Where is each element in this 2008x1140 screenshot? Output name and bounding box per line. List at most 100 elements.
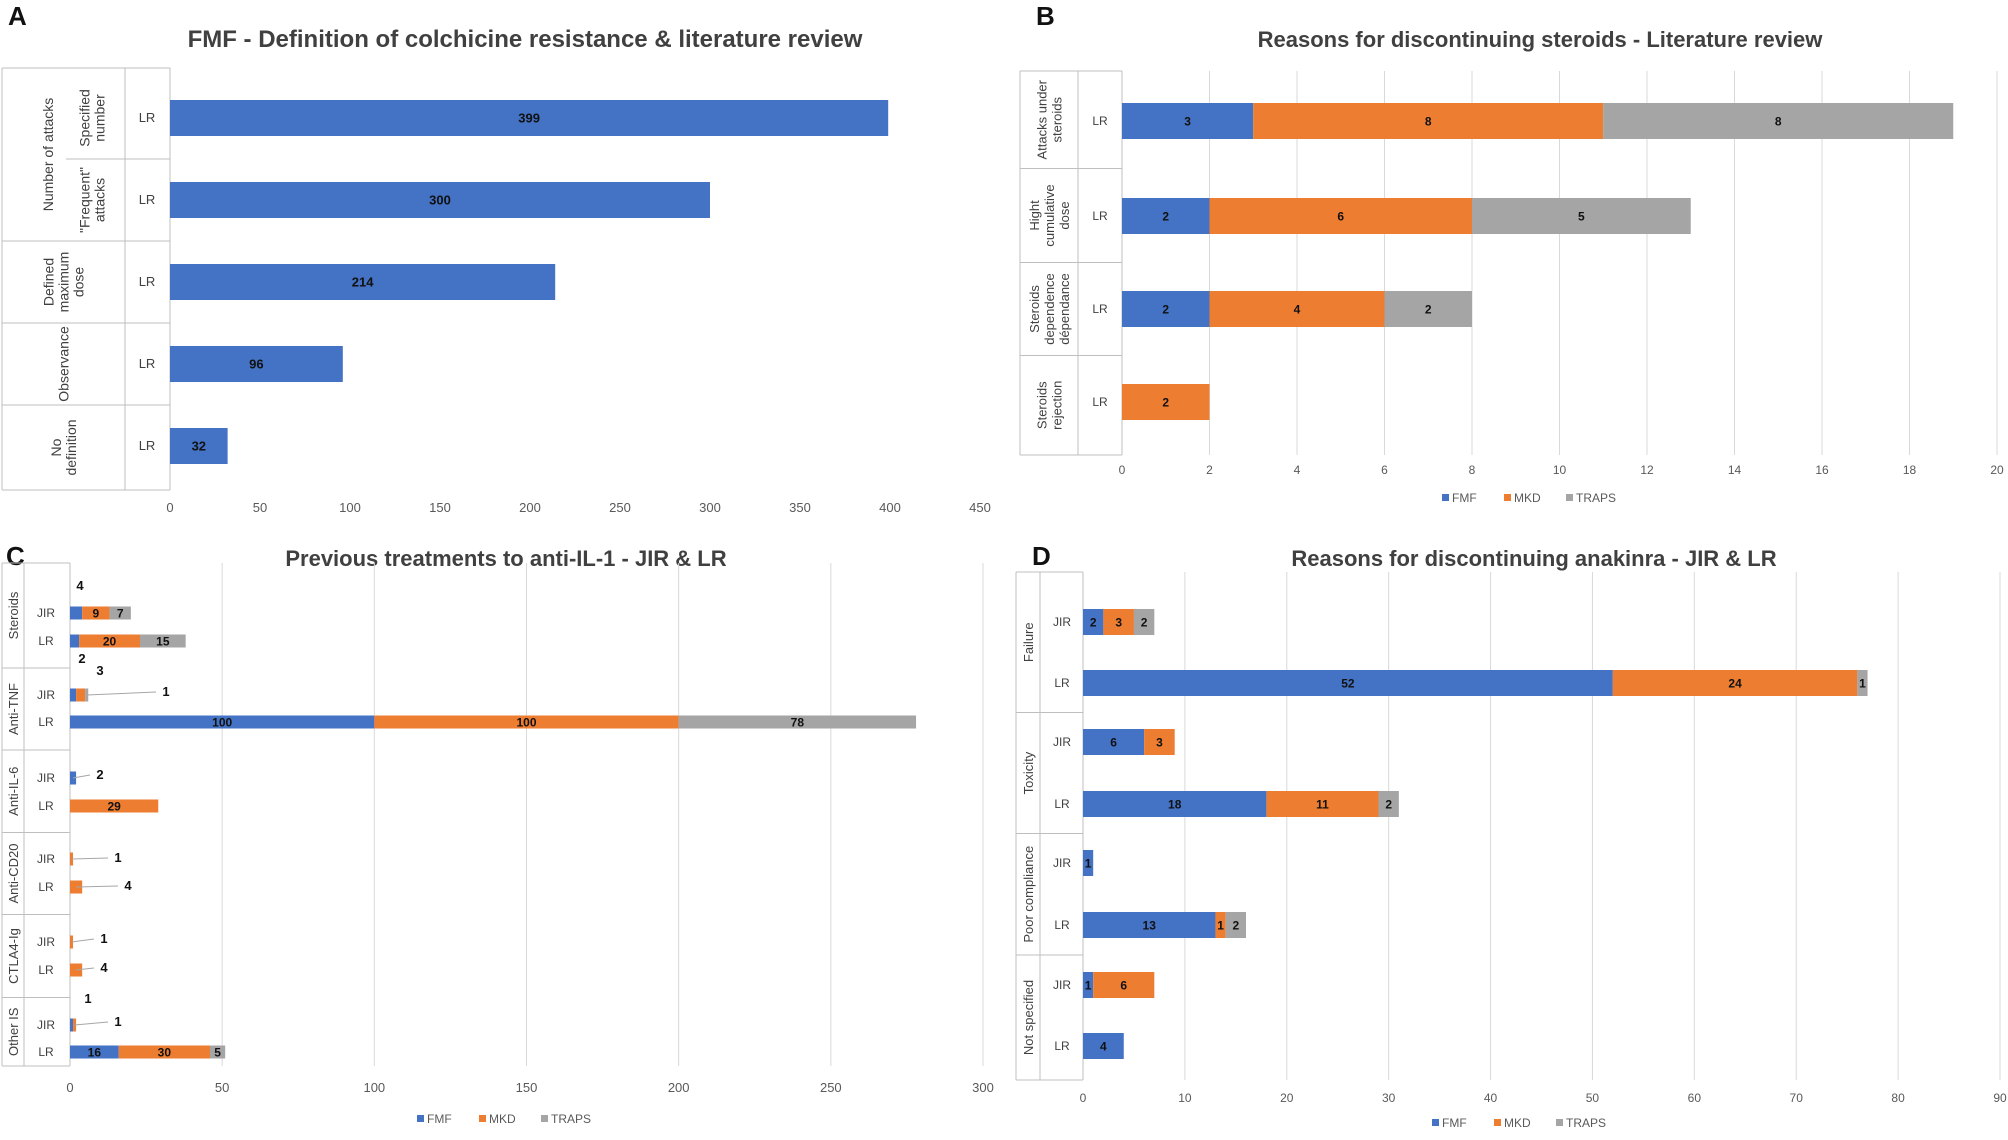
row-label: JIR bbox=[37, 688, 55, 702]
x-tick-label: 100 bbox=[339, 500, 361, 515]
data-label: 8 bbox=[1775, 115, 1782, 129]
group-label: Definedmaximumdose bbox=[41, 252, 87, 313]
data-label: 100 bbox=[212, 716, 232, 730]
bar-fmf bbox=[1083, 972, 1094, 998]
group-label-line: Not specified bbox=[1021, 980, 1036, 1055]
legend-label: MKD bbox=[1504, 1116, 1531, 1130]
x-tick-label: 8 bbox=[1469, 463, 1476, 477]
x-tick-label: 14 bbox=[1728, 463, 1742, 477]
row-label: LR bbox=[1092, 302, 1108, 316]
x-tick-label: 12 bbox=[1640, 463, 1654, 477]
group-label: Poor compliance bbox=[1021, 846, 1036, 943]
x-tick-label: 20 bbox=[1990, 463, 2004, 477]
bar-value bbox=[170, 264, 556, 300]
group-label-line: Steroids bbox=[6, 591, 21, 639]
legend-label: FMF bbox=[1442, 1116, 1467, 1130]
data-label-leader bbox=[71, 857, 109, 860]
row-label: JIR bbox=[37, 771, 55, 785]
bar-value bbox=[170, 346, 343, 382]
row-label: LR bbox=[38, 1045, 54, 1059]
bar-mkd bbox=[374, 715, 679, 729]
x-tick-label: 16 bbox=[1815, 463, 1829, 477]
row-label: JIR bbox=[37, 606, 55, 620]
group-label-line: dépendance bbox=[1057, 273, 1072, 345]
x-tick-label: 300 bbox=[972, 1080, 994, 1095]
group-label: Toxicity bbox=[1021, 751, 1036, 794]
x-tick-label: 0 bbox=[66, 1080, 73, 1095]
group-label: Steroidsdependencedépendance bbox=[1027, 273, 1072, 345]
group-label-line: rejection bbox=[1050, 381, 1065, 430]
x-tick-label: 90 bbox=[1993, 1091, 2007, 1105]
bar-mkd bbox=[1612, 670, 1858, 696]
bar-traps bbox=[1857, 670, 1868, 696]
data-label: 2 bbox=[1162, 210, 1169, 224]
row-label: LR bbox=[1054, 797, 1070, 811]
bar-fmf bbox=[1122, 198, 1210, 234]
row-label: JIR bbox=[1053, 615, 1071, 629]
data-label: 300 bbox=[429, 193, 451, 208]
legend-swatch bbox=[1566, 494, 1573, 501]
data-label: 1 bbox=[100, 931, 107, 946]
data-label: 1 bbox=[1217, 919, 1224, 933]
group-label: Anti-CD20 bbox=[6, 844, 21, 904]
data-label: 2 bbox=[1162, 303, 1169, 317]
row-label: JIR bbox=[1053, 856, 1071, 870]
bar-fmf bbox=[1083, 850, 1094, 876]
x-tick-label: 2 bbox=[1206, 463, 1213, 477]
bar-traps bbox=[1472, 198, 1691, 234]
group-label-line: dose bbox=[71, 267, 87, 298]
group-label: Observance bbox=[56, 326, 72, 402]
row-label: LR bbox=[139, 192, 156, 207]
legend-swatch bbox=[1556, 1119, 1563, 1126]
data-label: 3 bbox=[96, 663, 103, 678]
data-label: 3 bbox=[1115, 616, 1122, 630]
legend-swatch bbox=[1504, 494, 1511, 501]
group-label-line: Observance bbox=[56, 326, 72, 402]
row-label: LR bbox=[38, 715, 54, 729]
bar-mkd bbox=[1122, 384, 1210, 420]
bar-traps bbox=[1225, 912, 1247, 938]
group-label: Anti-IL-6 bbox=[6, 767, 21, 816]
bar-fmf bbox=[1083, 729, 1145, 755]
bar-fmf bbox=[1083, 912, 1216, 938]
bar-fmf bbox=[70, 606, 83, 620]
bar-mkd bbox=[1144, 729, 1175, 755]
row-label: JIR bbox=[37, 935, 55, 949]
x-tick-label: 30 bbox=[1382, 1091, 1396, 1105]
data-label: 2 bbox=[1232, 919, 1239, 933]
data-label-leader bbox=[72, 774, 91, 779]
bar-fmf bbox=[70, 688, 77, 702]
row-sublabel-line: attacks bbox=[92, 178, 108, 222]
data-label: 16 bbox=[88, 1046, 102, 1060]
data-label: 96 bbox=[249, 357, 263, 372]
row-label: JIR bbox=[1053, 735, 1071, 749]
data-label: 7 bbox=[117, 607, 124, 621]
data-label: 214 bbox=[352, 275, 374, 290]
chart-title: Reasons for discontinuing anakinra - JIR… bbox=[1291, 546, 1776, 571]
group-label-line: dependence bbox=[1042, 273, 1057, 345]
x-tick-label: 40 bbox=[1484, 1091, 1498, 1105]
data-label: 24 bbox=[1728, 677, 1742, 691]
row-label: LR bbox=[1092, 114, 1108, 128]
data-label: 78 bbox=[791, 716, 805, 730]
group-label-line: Anti-TNF bbox=[6, 683, 21, 735]
bar-traps bbox=[1384, 291, 1472, 327]
x-tick-label: 50 bbox=[253, 500, 267, 515]
data-label: 13 bbox=[1143, 919, 1157, 933]
legend-swatch bbox=[417, 1115, 424, 1122]
group-label-line: maximum bbox=[56, 252, 72, 313]
legend-label: TRAPS bbox=[1566, 1116, 1606, 1130]
data-label: 1 bbox=[114, 1014, 121, 1029]
group-label-line: Defined bbox=[41, 258, 57, 306]
legend-label: MKD bbox=[1514, 491, 1541, 505]
data-label: 9 bbox=[93, 607, 100, 621]
bar-value bbox=[170, 428, 228, 464]
group-label: Steroidsrejection bbox=[1035, 381, 1065, 430]
group-label-line: Anti-CD20 bbox=[6, 844, 21, 904]
group-label: Number of attacks bbox=[40, 98, 56, 212]
data-label: 15 bbox=[156, 635, 170, 649]
data-label: 18 bbox=[1168, 798, 1182, 812]
data-label: 6 bbox=[1120, 979, 1127, 993]
bar-mkd bbox=[1093, 972, 1155, 998]
bar-mkd bbox=[76, 688, 86, 702]
